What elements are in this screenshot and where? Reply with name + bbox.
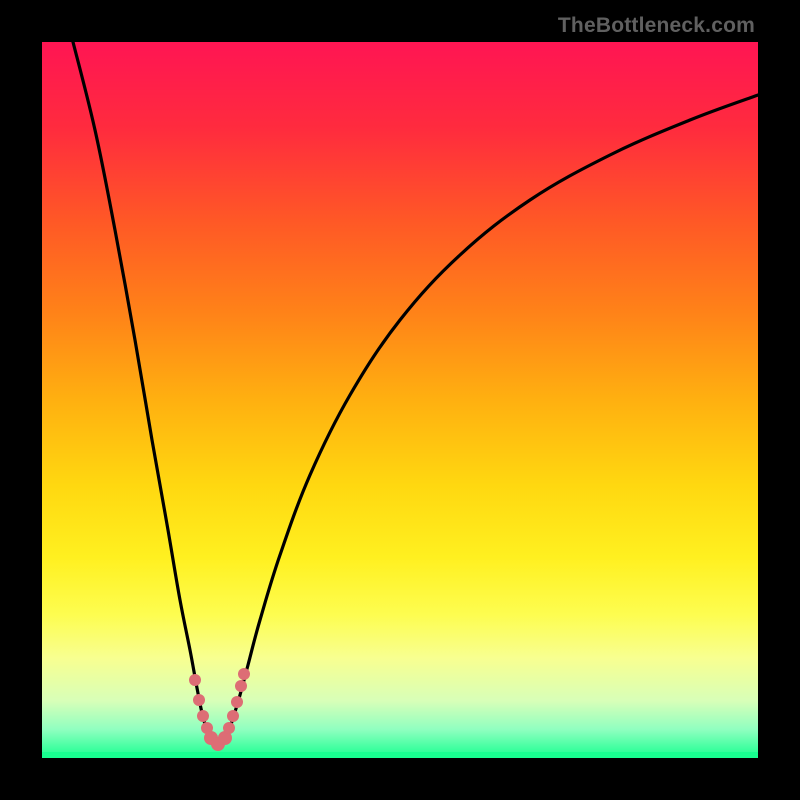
curve-marker <box>231 696 243 708</box>
curve-marker <box>197 710 209 722</box>
curve-marker <box>235 680 247 692</box>
curve-marker <box>193 694 205 706</box>
bottleneck-curve <box>0 0 800 800</box>
curve-marker <box>227 710 239 722</box>
curve-marker <box>189 674 201 686</box>
curve-marker <box>223 722 235 734</box>
curve-marker <box>238 668 250 680</box>
watermark-text: TheBottleneck.com <box>558 14 755 38</box>
bottom-green-band <box>42 752 758 758</box>
